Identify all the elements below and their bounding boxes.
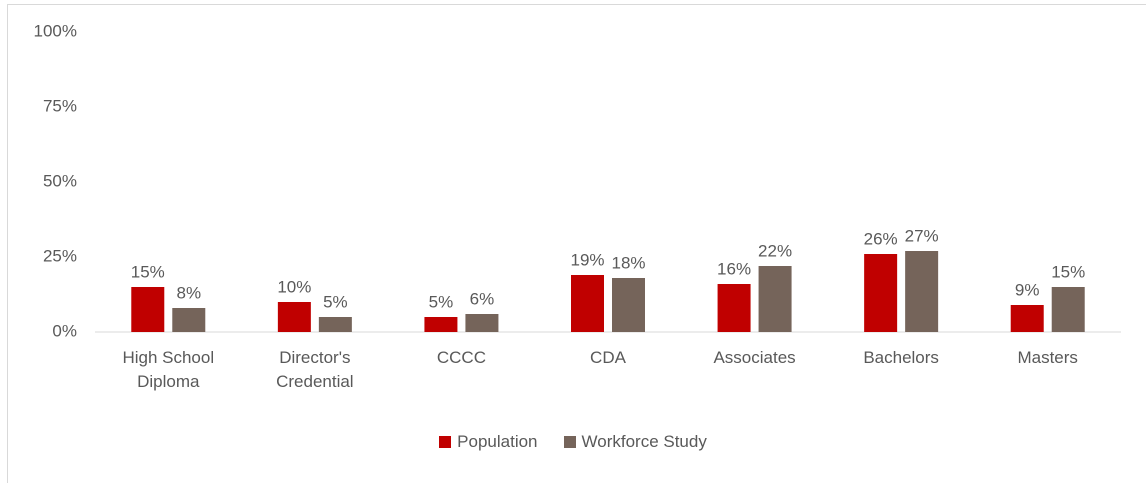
value-label: 5% — [323, 292, 348, 311]
value-label: 16% — [717, 259, 751, 278]
bar — [612, 278, 645, 332]
bar — [1051, 287, 1085, 332]
value-label: 5% — [429, 292, 454, 311]
bar — [571, 275, 604, 332]
bar — [1010, 305, 1044, 332]
legend-swatch — [439, 436, 452, 448]
value-label: 8% — [176, 283, 201, 302]
bar — [717, 284, 751, 332]
legend-item: Workforce Study — [563, 432, 707, 452]
bar — [424, 317, 458, 332]
y-tick-label: 0% — [52, 321, 77, 340]
value-label: 15% — [131, 262, 165, 281]
y-tick-label: 75% — [43, 96, 77, 115]
legend-label: Workforce Study — [581, 432, 707, 451]
bar — [318, 317, 352, 332]
bar — [758, 266, 792, 332]
value-label: 26% — [864, 229, 898, 248]
x-tick-label: CCCC — [436, 348, 486, 367]
y-tick-label: 50% — [43, 171, 77, 190]
value-label: 6% — [470, 289, 495, 308]
x-tick-label: Masters — [1017, 348, 1078, 367]
x-tick-label: Bachelors — [863, 348, 939, 367]
x-tick-label: CDA — [590, 348, 626, 367]
value-label: 15% — [1051, 262, 1085, 281]
x-tick-label: Director's Credential — [276, 348, 354, 391]
value-label: 19% — [570, 250, 604, 269]
value-label: 22% — [758, 241, 792, 260]
bar — [277, 302, 311, 332]
bar — [905, 251, 939, 332]
x-tick-label: Associates — [713, 348, 796, 367]
value-label: 27% — [905, 226, 939, 245]
legend-label: Population — [457, 432, 538, 451]
y-tick-label: 100% — [34, 21, 77, 40]
value-label: 9% — [1015, 280, 1040, 299]
bar — [172, 308, 206, 332]
x-tick-label: High School Diploma — [122, 348, 215, 391]
legend-swatch — [563, 436, 576, 448]
legend-item: Population — [439, 432, 538, 452]
bar — [864, 254, 898, 332]
y-tick-label: 25% — [43, 246, 77, 265]
bar — [131, 287, 165, 332]
bar — [465, 314, 499, 332]
value-label: 18% — [611, 253, 645, 272]
legend: Population Workforce Study — [0, 432, 1146, 452]
value-label: 10% — [277, 277, 311, 296]
chart-border — [7, 4, 1146, 483]
